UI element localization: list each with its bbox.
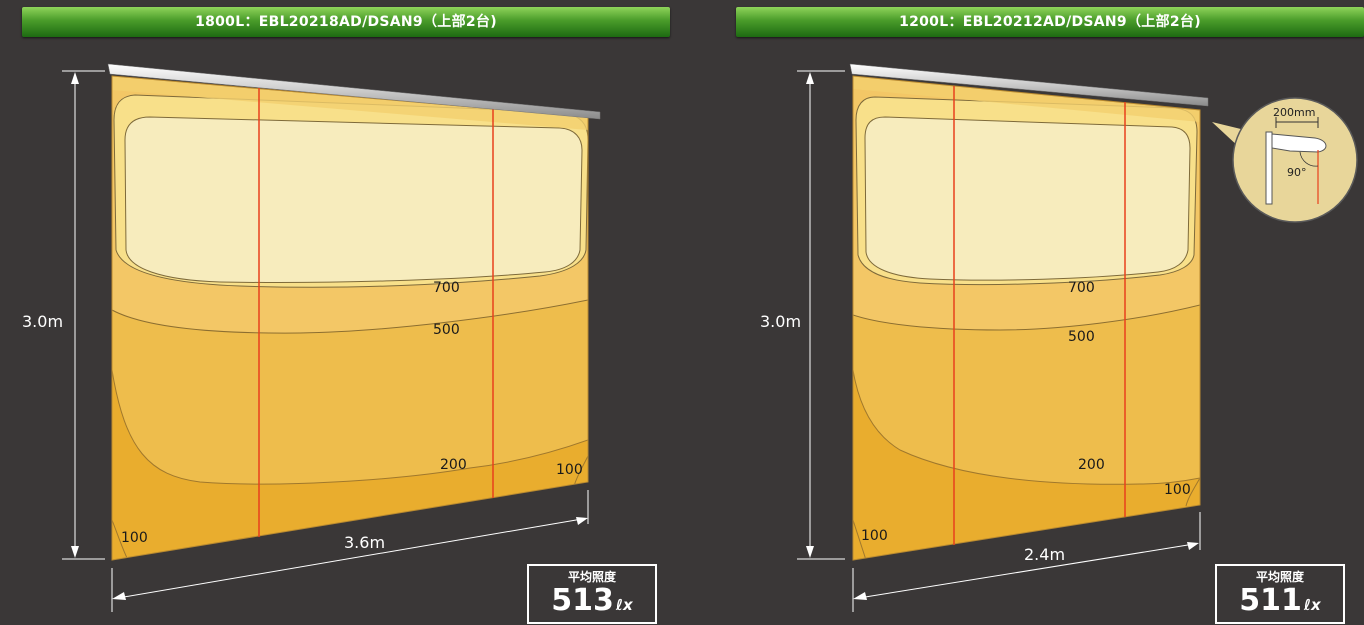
height-label: 3.0m (760, 312, 801, 331)
contour-label-100: 100 (556, 462, 583, 478)
height-label: 3.0m (22, 312, 63, 331)
detail-angle-label: 90° (1287, 166, 1307, 179)
width-label: 2.4m (1024, 545, 1065, 564)
mounting-detail-callout: 200mm 90° (1212, 97, 1358, 223)
illuminance-unit: ℓx (615, 596, 633, 614)
contour-label-500: 500 (433, 322, 460, 338)
zone-over-700 (864, 116, 1191, 281)
contour-label-200: 200 (440, 457, 467, 473)
width-dimension (111, 490, 589, 612)
average-illuminance-value: 511 ℓx (1239, 583, 1321, 618)
wall-contour-map-1800l: 700 500 200 100 100 (107, 63, 601, 561)
light-fixture-rail (849, 63, 1209, 107)
width-label: 3.6m (344, 533, 385, 552)
average-illuminance-label: 平均照度 (567, 570, 616, 584)
average-illuminance-value: 513 ℓx (551, 583, 633, 618)
light-fixture-rail (107, 63, 601, 120)
contour-label-700: 700 (1068, 280, 1095, 296)
zone-over-700 (124, 116, 583, 284)
detail-distance-label: 200mm (1273, 106, 1315, 119)
height-dimension (797, 70, 845, 560)
contour-label-100: 100 (861, 528, 888, 544)
panel-title-1800l: 1800L：EBL20218AD/DSAN9（上部2台) (22, 7, 670, 37)
average-illuminance-label: 平均照度 (1255, 570, 1304, 584)
wall-contour-map-1200l: 700 500 200 100 100 (849, 63, 1209, 561)
average-illuminance-box: 平均照度 513 ℓx (527, 564, 657, 624)
panel-title-1200l: 1200L：EBL20212AD/DSAN9（上部2台) (736, 7, 1364, 37)
contour-label-200: 200 (1078, 457, 1105, 473)
contour-label-100: 100 (1164, 482, 1191, 498)
illuminance-unit: ℓx (1303, 596, 1321, 614)
height-dimension (62, 70, 105, 560)
contour-label-500: 500 (1068, 329, 1095, 345)
contour-label-700: 700 (433, 280, 460, 296)
width-dimension (852, 512, 1201, 612)
contour-label-100: 100 (121, 530, 148, 546)
average-illuminance-box: 平均照度 511 ℓx (1215, 564, 1345, 624)
